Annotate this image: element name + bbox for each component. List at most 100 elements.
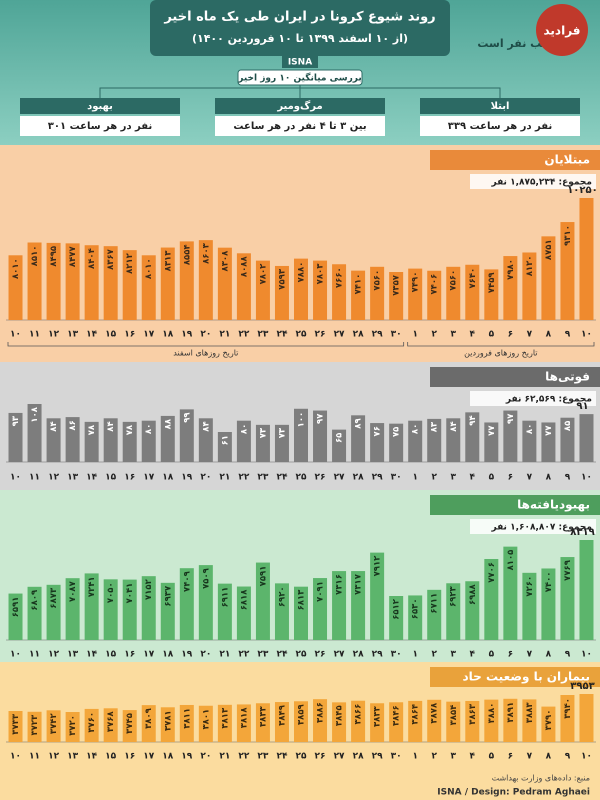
bar [465,412,480,462]
bar-value-label: ۳۸۸۶ [316,702,326,723]
bar [8,593,23,640]
x-tick-label: ۵ [489,650,495,660]
x-tick-label: ۲۹ [372,473,383,483]
bar [8,412,23,462]
summary-label: ابتلا [491,101,510,112]
x-tick-label: ۱۲ [48,473,59,483]
summary-value: ۳۳۹ نفر در هر ساعت [448,121,552,132]
bar [217,432,232,462]
bar [65,712,80,742]
bar [160,247,175,320]
bar [465,581,480,640]
bar-value-label: ۸۳۱۳ [163,250,173,272]
x-tick-label: ۱۱ [29,650,40,660]
bar-value-label: ۷۵۶۰ [373,270,383,291]
bar-value-label: ۸۲۱۲ [125,252,135,274]
x-tick-label: ۱۷ [143,650,154,660]
bar-value-label: ۷۹۱۲ [373,555,383,577]
bar [484,558,499,640]
bar [579,540,594,640]
bar-value-label: ۳۸۷۸ [430,702,440,724]
x-tick-label: ۲ [431,752,437,762]
bar [446,583,461,640]
x-tick-label: ۲۷ [334,752,345,762]
bar-value-label: ۷۰۸۷ [68,580,78,602]
x-tick-label: ۵ [489,330,495,340]
bar [198,418,213,462]
total-box [470,174,596,189]
x-tick-label: ۱۵ [105,330,116,340]
x-tick-label: ۲۰ [200,473,211,483]
x-tick-label: ۲۳ [257,330,268,340]
x-tick-label: ۱۰ [10,650,21,660]
x-tick-label: ۲۶ [315,752,326,762]
bar-value-label: ۸۰ [144,424,154,434]
bar-value-label: ۳۸۳۳ [373,705,383,727]
bar [122,710,137,742]
x-tick-label: ۲۰ [200,330,211,340]
bar-value-label: ۷۵۹۳ [277,268,287,290]
x-tick-label: ۱۰ [10,752,21,762]
x-tick-label: ۱۹ [181,473,192,483]
x-tick-label: ۶ [508,752,514,762]
bar-value-label: ۳۷۸۱ [163,710,173,731]
bar [503,698,518,742]
bar [84,421,99,462]
bar-value-label: ۸۴ [449,421,459,431]
bar-value-label: ۶۵۹۱ [11,597,21,618]
bar-value-label: ۶۵ [335,433,345,443]
panel-total: مجموع: ۱,۶۰۸,۸۰۷ نفر [490,523,592,533]
x-tick-label: ۲۵ [296,473,307,483]
bar-value-label: ۷۶۶۰ [335,267,345,288]
bar-value-label: ۷۳ [258,427,268,438]
bar [541,236,556,320]
bar-value-label: ۷۹۸۰ [506,259,516,280]
bar [8,710,23,742]
x-tick-label: ۱۳ [67,650,78,660]
x-tick-label: ۱۶ [124,752,135,762]
bar-value-label: ۶۹۸۸ [468,583,478,605]
bar [579,694,594,742]
bar [522,420,537,462]
logo-circle [536,4,588,56]
bar-value-label: ۷۵ [392,427,402,437]
x-tick-label: ۲۴ [276,473,287,483]
bar-value-label: ۷۸ [87,424,97,435]
x-tick-label: ۱۶ [124,473,135,483]
summary-label-box [215,98,385,114]
bar-value-label: ۷۳ [277,427,287,438]
x-tick-label: ۱۴ [86,330,97,340]
bar [370,703,385,742]
bar [217,704,232,742]
bar-value-label: ۸۴ [201,421,211,431]
x-tick-label: ۳ [451,752,457,762]
bar-value-label: ۹۳۱۰ [563,225,573,246]
bar-value-label: ۳۷۴۵ [125,713,135,734]
x-tick-label: ۳۰ [391,650,402,660]
title: روند شیوع کرونا در ایران طی یک ماه اخیر [163,10,435,25]
x-tick-label: ۱۰ [581,650,592,660]
x-tick-label: ۱۵ [105,752,116,762]
x-tick-label: ۳ [451,473,457,483]
summary-value: بین ۳ تا ۴ نفر در هر ساعت [233,121,366,132]
bar [332,571,347,640]
bar-value-label: ۷۷ [544,425,554,436]
x-caption: تاریخ روزهای اسفند [173,349,238,358]
x-tick-label: ۲۵ [296,752,307,762]
x-tick-label: ۱ [412,330,418,340]
x-tick-label: ۱۸ [162,330,173,340]
x-tick-label: ۶ [508,330,514,340]
bar [560,417,575,462]
x-tick-label: ۹ [565,330,571,340]
bar [427,589,442,640]
x-tick-label: ۱۳ [67,473,78,483]
bar [236,253,251,320]
x-tick-label: ۱۸ [162,650,173,660]
bar-value-label: ۶۹۲۰ [277,586,287,607]
bar-value-label: ۷۶۴۰ [468,268,478,289]
summary-label-box [20,98,180,114]
x-tick-label: ۹ [565,752,571,762]
